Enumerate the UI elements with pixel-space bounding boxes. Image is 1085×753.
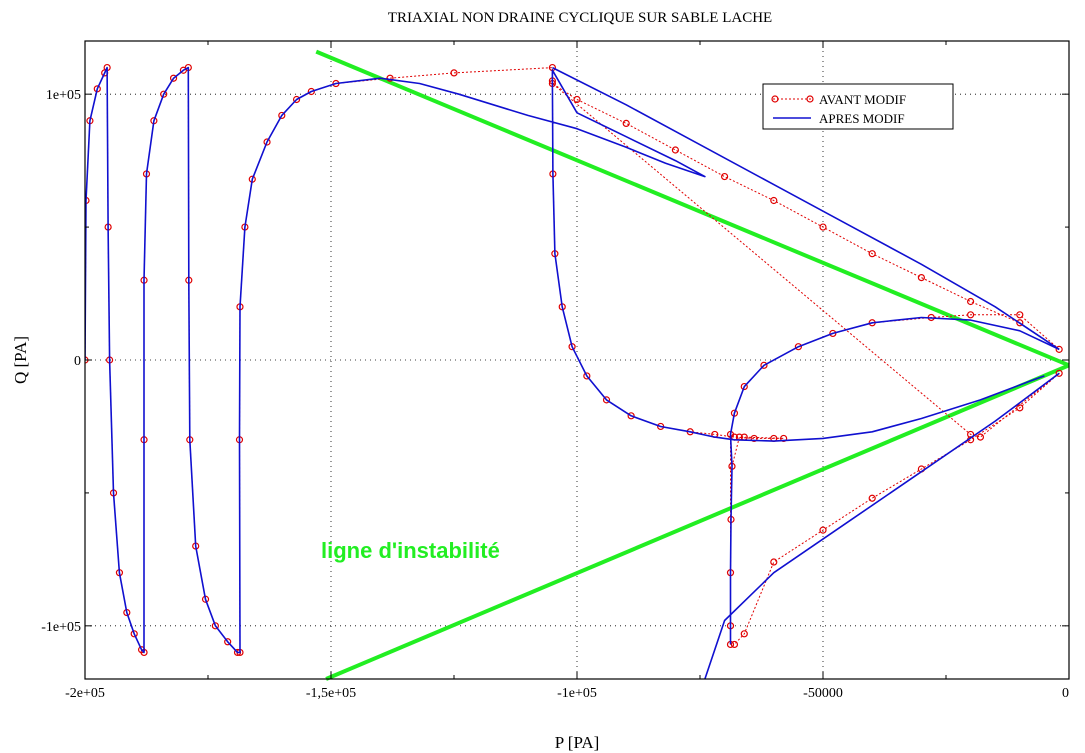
point-avant	[868, 494, 876, 502]
y-tick-label: -1e+05	[41, 620, 81, 635]
point-avant	[224, 638, 232, 646]
point-avant	[976, 433, 985, 441]
point-avant	[740, 630, 748, 638]
legend-marker-avant	[806, 95, 814, 103]
point-avant	[730, 640, 739, 649]
series-line-apres	[704, 372, 1060, 679]
point-avant	[1016, 404, 1024, 412]
point-avant	[573, 95, 581, 104]
series-group	[85, 63, 1063, 679]
series-line-apres	[552, 66, 1060, 351]
legend-marker-avant	[771, 95, 779, 103]
point-avant	[770, 196, 778, 205]
point-avant	[671, 146, 680, 154]
series-line-avant	[85, 67, 1060, 653]
point-avant	[622, 119, 630, 128]
x-tick-labels: -2e+05 -1,5e+05 -1e+05 -50000 0	[65, 686, 1069, 701]
point-avant	[211, 622, 219, 630]
point-avant	[780, 434, 788, 443]
x-axis-title: P [PA]	[555, 733, 600, 752]
point-avant	[750, 434, 758, 443]
point-avant	[760, 361, 768, 369]
point-avant	[160, 90, 168, 98]
point-avant	[1055, 345, 1063, 353]
x-tick-label: -2e+05	[65, 686, 105, 701]
point-avant	[1016, 319, 1024, 327]
legend-label-avant: AVANT MODIF	[819, 92, 906, 107]
point-avant	[740, 382, 748, 391]
series-line-apres	[729, 316, 1060, 645]
instability-line	[315, 49, 1070, 368]
point-avant	[917, 273, 926, 282]
x-tick-label: 0	[1062, 686, 1069, 701]
point-avant	[386, 74, 394, 82]
point-avant	[263, 138, 271, 146]
point-avant	[278, 111, 286, 120]
point-avant	[292, 95, 301, 104]
x-tick-label: -1e+05	[557, 686, 597, 701]
point-avant	[819, 526, 827, 534]
point-avant	[1055, 369, 1063, 377]
point-avant	[966, 311, 975, 319]
y-tick-labels: 1e+05 0 -1e+05	[41, 88, 81, 635]
point-avant	[794, 343, 803, 351]
gridlines	[85, 41, 1069, 679]
legend-label-apres: APRES MODIF	[819, 111, 905, 126]
point-avant	[450, 69, 458, 77]
point-avant	[819, 223, 827, 231]
y-axis-title: Q [PA]	[11, 336, 30, 384]
chart-title: TRIAXIAL NON DRAINE CYCLIQUE SUR SABLE L…	[388, 10, 772, 26]
tick-marks	[84, 41, 1070, 679]
y-tick-label: 0	[74, 354, 81, 369]
x-tick-label: -1,5e+05	[306, 686, 356, 701]
annotation-instability: ligne d'instabilité	[321, 538, 500, 563]
y-tick-label: 1e+05	[46, 88, 81, 103]
legend-box	[762, 83, 954, 130]
point-avant	[169, 74, 178, 82]
point-avant	[829, 329, 837, 338]
instability-lines	[315, 49, 1070, 681]
x-tick-label: -50000	[803, 686, 843, 701]
series-layer	[85, 63, 1063, 679]
point-avant	[1016, 311, 1024, 319]
instability-line	[325, 363, 1070, 681]
point-avant	[130, 630, 138, 638]
point-avant	[720, 172, 729, 181]
legend: AVANT MODIF APRES MODIF	[762, 83, 954, 130]
series-line-apres	[85, 66, 1045, 654]
point-avant	[602, 396, 611, 404]
point-avant	[770, 558, 778, 566]
point-avant	[627, 412, 635, 420]
point-avant	[583, 372, 591, 380]
point-avant	[307, 87, 315, 96]
point-avant	[868, 250, 876, 258]
point-avant	[966, 297, 975, 306]
